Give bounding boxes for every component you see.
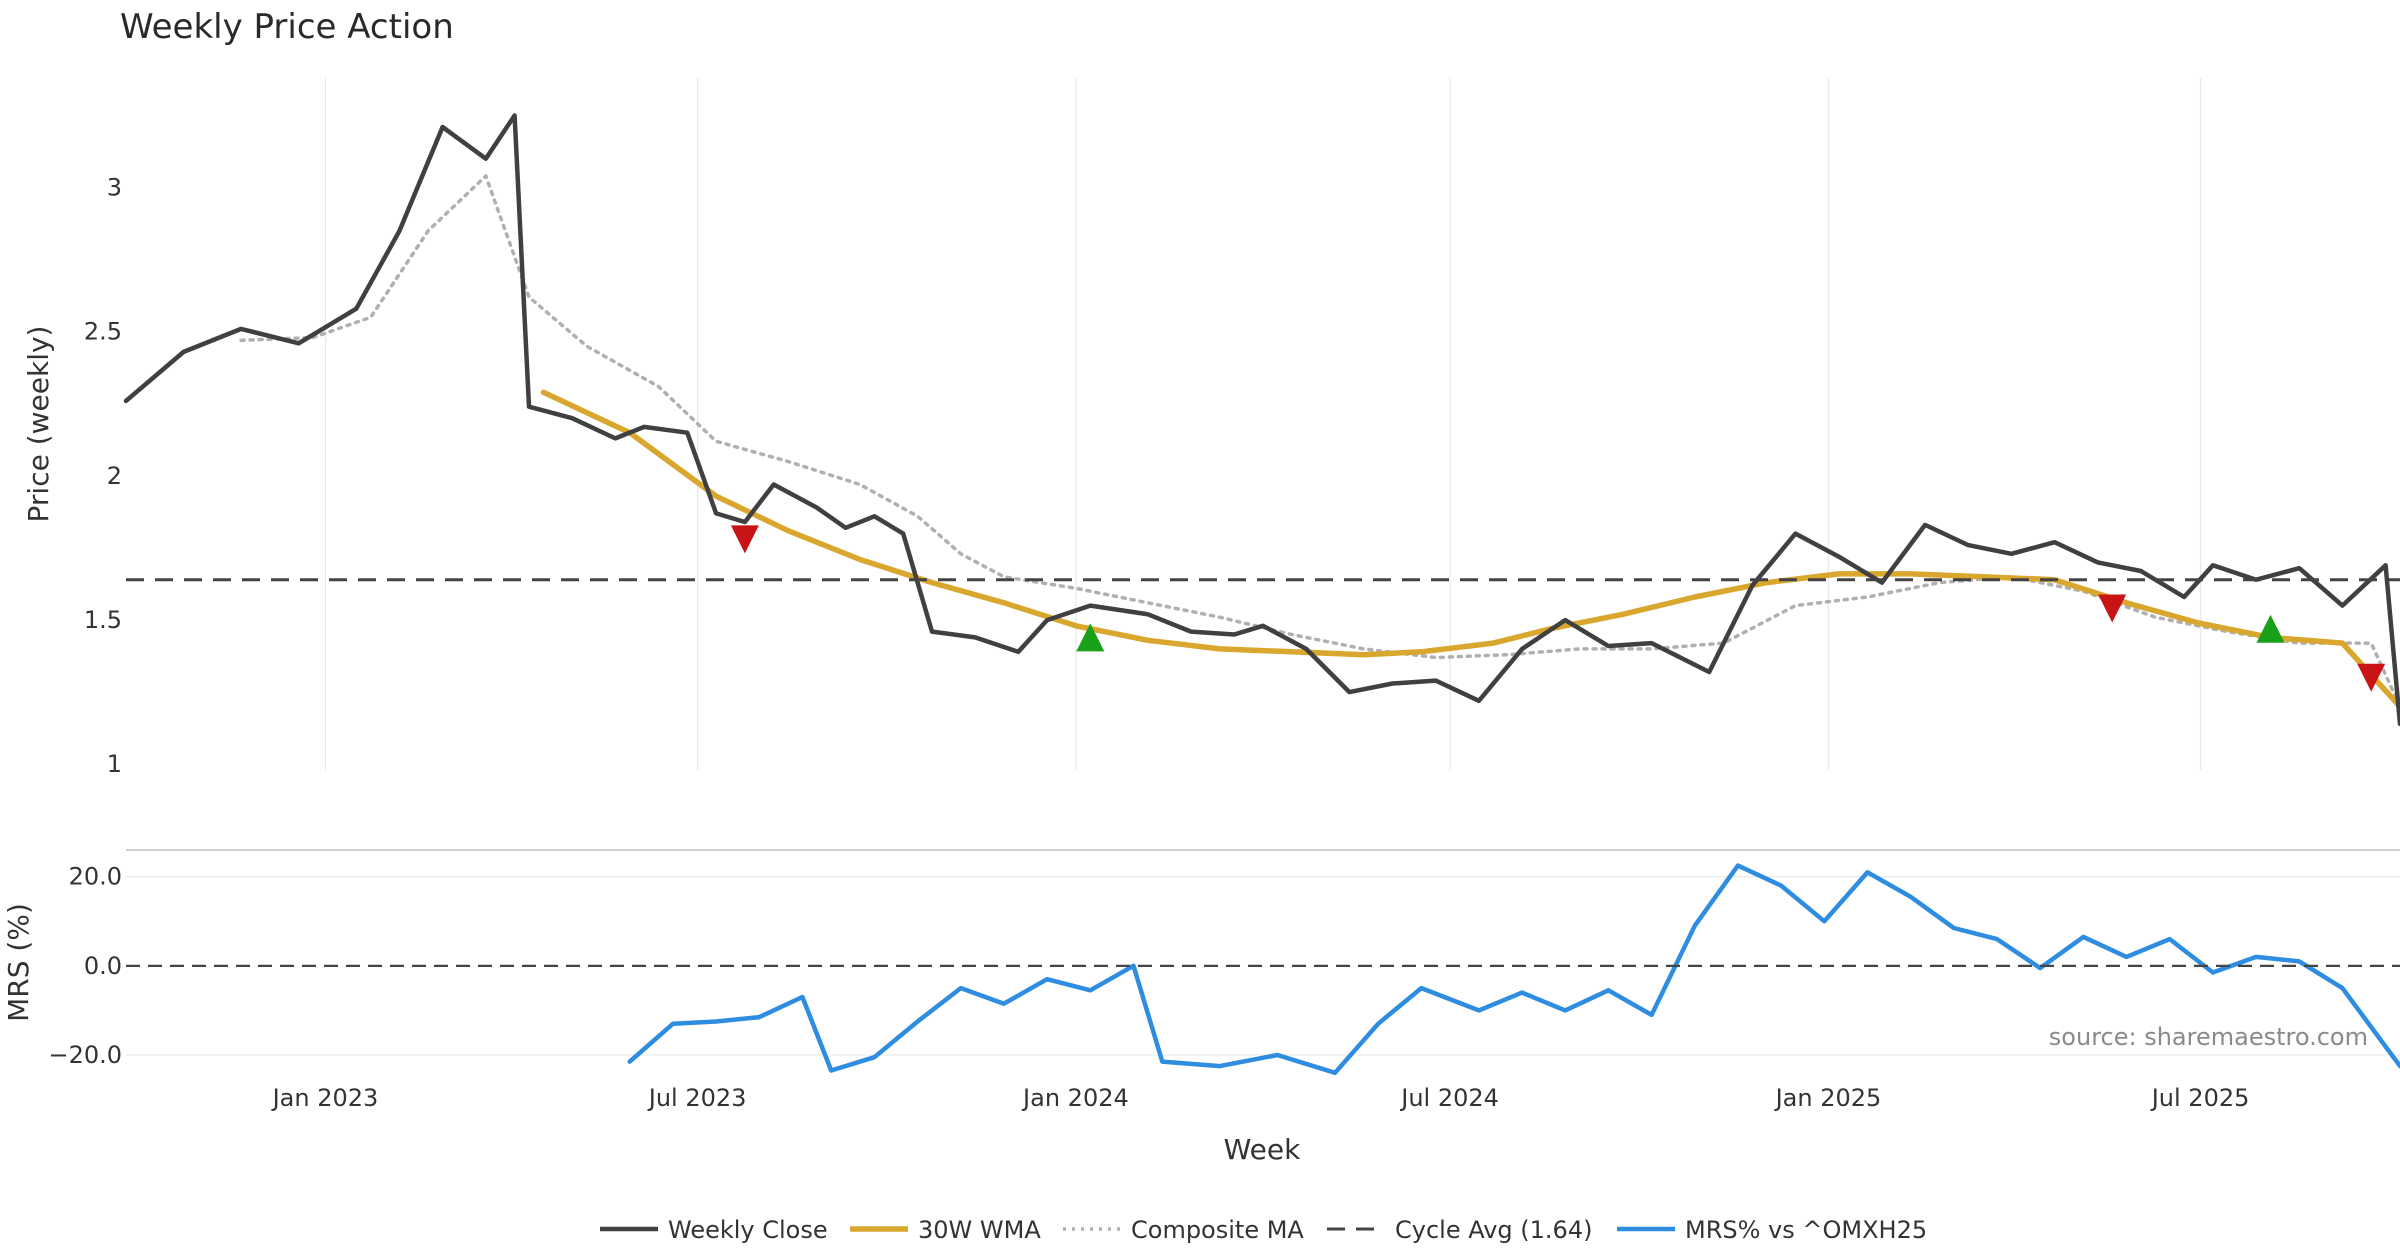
mrs-y-tick-label: −20.0 [48, 1041, 122, 1069]
x-axis-label: Week [1224, 1133, 1301, 1166]
price-y-tick-label: 2.5 [84, 318, 122, 346]
mrs-panel [126, 863, 2400, 1076]
legend-composite-ma-label: Composite MA [1131, 1216, 1304, 1244]
source-note: source: sharemaestro.com [2049, 1023, 2368, 1051]
sell-signal-marker [730, 525, 759, 554]
sell-signal-marker [2357, 663, 2386, 692]
weekly-close-line [123, 113, 2400, 727]
price-y-tick-label: 3 [107, 174, 122, 202]
composite-ma-line [239, 174, 2400, 709]
x-tick-label: Jul 2023 [647, 1084, 747, 1112]
price-y-tick-label: 1.5 [84, 606, 122, 634]
axes: Jan 2023 Jul 2023 Jan 2024 Jul 2024 Jan 2025… [48, 174, 2249, 1112]
sell-signal-marker [2098, 594, 2127, 623]
grid-lines [126, 78, 2400, 1056]
x-tick-label: Jan 2024 [1021, 1084, 1129, 1112]
mrs-y-tick-label: 0.0 [84, 952, 122, 980]
legend: Weekly Close 30W WMA Composite MA Cycle Avg… [600, 1216, 1927, 1244]
x-tick-label: Jul 2024 [1399, 1084, 1499, 1112]
wma-30w-line [540, 389, 2400, 710]
mrs-y-axis-label: MRS (%) [2, 903, 35, 1022]
legend-wma-30w-label: 30W WMA [918, 1216, 1041, 1244]
price-y-axis-label: Price (weekly) [22, 326, 55, 523]
price-y-tick-label: 2 [107, 462, 122, 490]
legend-cycle-avg-label: Cycle Avg (1.64) [1395, 1216, 1592, 1244]
mrs-line [627, 863, 2400, 1076]
buy-signal-marker [1076, 623, 1105, 652]
x-tick-label: Jan 2023 [271, 1084, 379, 1112]
legend-weekly-close-label: Weekly Close [668, 1216, 828, 1244]
x-tick-label: Jul 2025 [2150, 1084, 2250, 1112]
price-panel [123, 113, 2400, 727]
x-tick-label: Jan 2025 [1774, 1084, 1882, 1112]
buy-signal-marker [2256, 614, 2285, 643]
chart-title: Weekly Price Action [120, 7, 454, 47]
legend-mrs-label: MRS% vs ^OMXH25 [1685, 1216, 1927, 1244]
mrs-y-tick-label: 20.0 [69, 863, 122, 891]
price-y-tick-label: 1 [107, 750, 122, 778]
signal-markers [730, 525, 2386, 692]
